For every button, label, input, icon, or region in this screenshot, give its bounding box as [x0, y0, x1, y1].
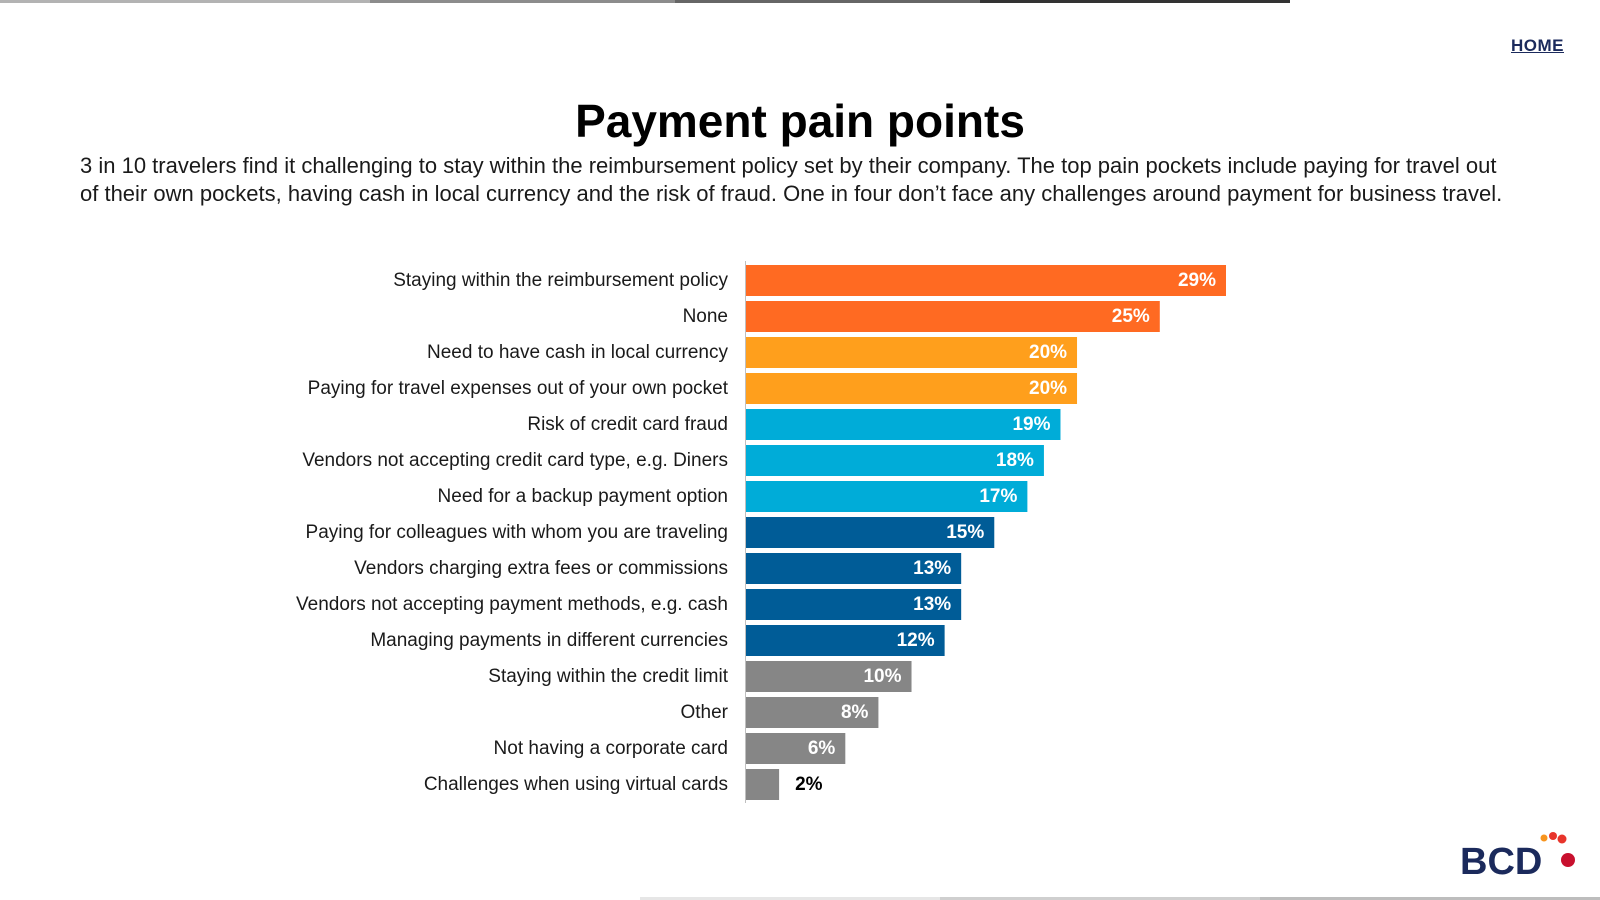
category-label: Need for a backup payment option: [438, 486, 728, 507]
category-label: Paying for travel expenses out of your o…: [308, 378, 729, 399]
value-label: 19%: [1012, 414, 1050, 435]
value-label: 29%: [1178, 270, 1216, 291]
category-label: Managing payments in different currencie…: [370, 630, 728, 651]
category-label: Staying within the credit limit: [488, 666, 728, 687]
value-label: 13%: [913, 594, 951, 615]
value-label: 15%: [946, 522, 984, 543]
value-label: 2%: [795, 774, 823, 795]
value-label: 6%: [808, 738, 836, 759]
bottom-rule-segment: [640, 897, 940, 900]
value-label: 17%: [979, 486, 1017, 507]
top-rule-segment: [980, 0, 1290, 3]
bar: [746, 661, 912, 692]
value-label: 13%: [913, 558, 951, 579]
category-label: Challenges when using virtual cards: [424, 774, 728, 795]
value-label: 20%: [1029, 378, 1067, 399]
logo-dot: [1549, 832, 1557, 840]
bar: [746, 373, 1078, 404]
value-label: 12%: [897, 630, 935, 651]
category-label: Vendors not accepting payment methods, e…: [296, 594, 728, 615]
bar: [746, 553, 962, 584]
category-label: Other: [680, 702, 728, 723]
category-label: Paying for colleagues with whom you are …: [306, 522, 728, 543]
logo-dot: [1540, 834, 1548, 842]
bottom-rule-segment: [1260, 897, 1600, 900]
page-subtitle: 3 in 10 travelers find it challenging to…: [80, 153, 1503, 206]
bcd-logo: BCD: [1460, 832, 1575, 878]
value-label: 18%: [996, 450, 1034, 471]
home-link[interactable]: HOME: [1511, 36, 1564, 55]
value-label: 25%: [1112, 306, 1150, 327]
bar: [746, 625, 945, 656]
bar: [746, 733, 846, 764]
value-label: 10%: [863, 666, 901, 687]
category-label: Staying within the reimbursement policy: [393, 270, 728, 291]
logo-dot: [1557, 834, 1567, 844]
bar: [746, 697, 879, 728]
bar: [746, 589, 962, 620]
category-label: Vendors charging extra fees or commissio…: [354, 558, 728, 579]
top-rule-segment: [370, 0, 675, 3]
bar: [746, 409, 1061, 440]
top-rule-segment: [0, 0, 370, 3]
bar: [746, 337, 1078, 368]
logo-dot: [1561, 853, 1575, 867]
category-label: Vendors not accepting credit card type, …: [302, 450, 728, 471]
top-rule-segment: [675, 0, 980, 3]
bottom-rule-segment: [940, 897, 1260, 900]
bar: [746, 517, 995, 548]
category-label: Need to have cash in local currency: [427, 342, 728, 363]
value-label: 8%: [841, 702, 869, 723]
category-label: None: [683, 306, 728, 327]
top-rule: [0, 0, 1290, 4]
bar: [746, 481, 1028, 512]
bar: [746, 301, 1160, 332]
bar: [746, 769, 780, 800]
category-label: Risk of credit card fraud: [527, 414, 728, 435]
category-label: Not having a corporate card: [494, 738, 728, 759]
bar: [746, 445, 1044, 476]
logo-text: BCD: [1460, 841, 1542, 878]
bottom-rule: [640, 897, 1600, 900]
bar: [746, 265, 1226, 296]
value-label: 20%: [1029, 342, 1067, 363]
page-title: Payment pain points: [575, 95, 1025, 147]
